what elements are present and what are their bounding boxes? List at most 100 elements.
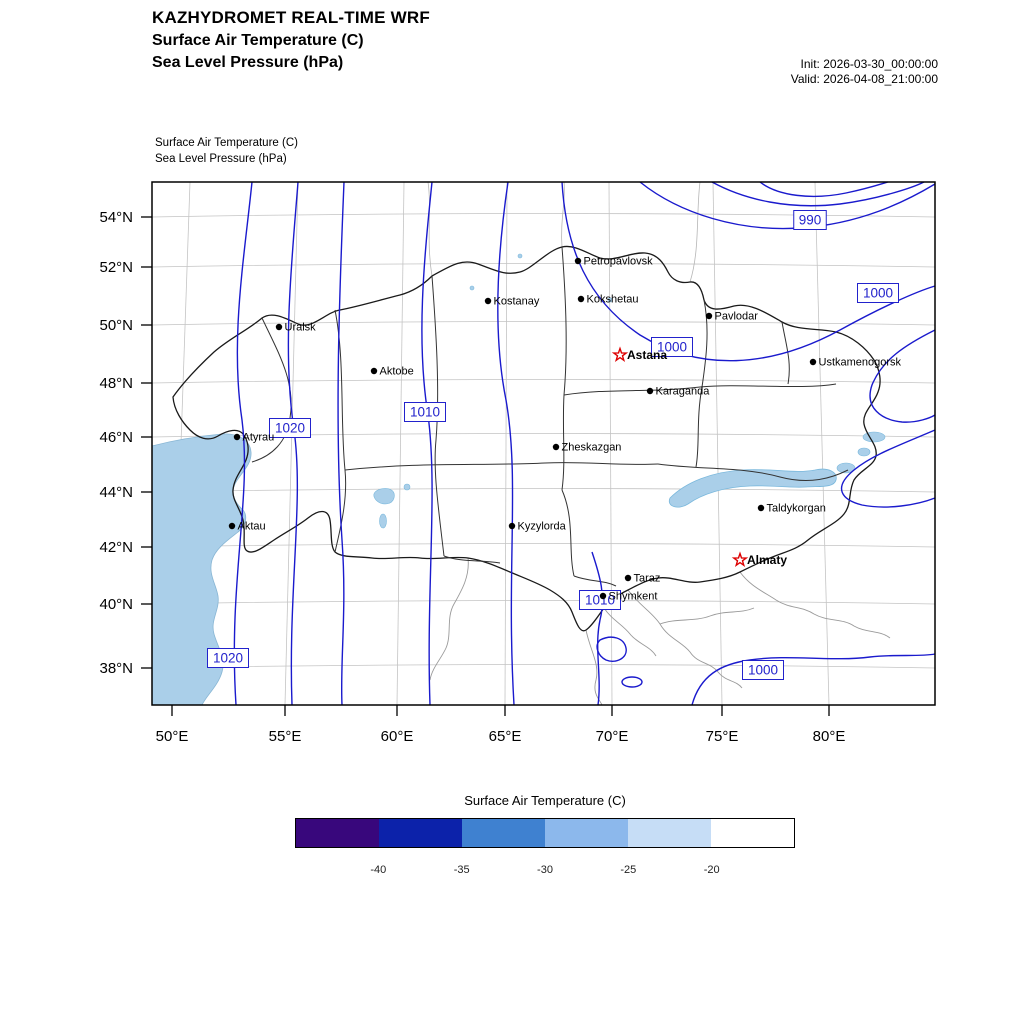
- isobar-label-box: [207, 648, 249, 668]
- lat-tick-label: 52°N: [99, 259, 133, 276]
- city-dot-icon: [809, 358, 817, 366]
- city-dot-icon: [233, 433, 241, 441]
- legend-tick-label: -25: [620, 864, 637, 876]
- city-dot-icon: [599, 592, 607, 600]
- isobar-label-box: [269, 418, 311, 438]
- city-label: Astana: [627, 348, 667, 362]
- map-caption: Surface Air Temperature (C) Sea Level Pr…: [155, 135, 298, 167]
- city-dot-icon: [484, 297, 492, 305]
- lon-tick-label: 80°E: [813, 728, 846, 745]
- lon-tick-label: 55°E: [269, 728, 302, 745]
- run-info: Init: 2026-03-30_00:00:00 Valid: 2026-04…: [791, 57, 938, 87]
- city-label: Pavlodar: [715, 311, 759, 323]
- map-frame: [151, 181, 936, 706]
- init-time: Init: 2026-03-30_00:00:00: [800, 57, 938, 71]
- subtitle-pressure: Sea Level Pressure (hPa): [152, 54, 344, 71]
- city-label: Aktau: [238, 521, 266, 533]
- map-background: [152, 182, 935, 705]
- lat-tick-label: 42°N: [99, 539, 133, 556]
- kazakhstan-border: [172, 245, 881, 632]
- city-dot-icon: [757, 504, 765, 512]
- city-dot-icon: [370, 367, 378, 375]
- city-label: Almaty: [747, 553, 787, 567]
- city-label: Petropavlovsk: [584, 256, 654, 268]
- water-bodies: [151, 253, 886, 706]
- lon-tick-label: 65°E: [489, 728, 522, 745]
- lon-tick-label: 70°E: [596, 728, 629, 745]
- lon-tick-label: 50°E: [156, 728, 189, 745]
- page-title: KAZHYDROMET REAL-TIME WRF: [152, 8, 430, 27]
- colorbar-segment: [296, 819, 379, 847]
- city-label: Karaganda: [656, 386, 711, 398]
- city-dot-icon: [705, 312, 713, 320]
- isobar-label-box: [651, 337, 693, 357]
- isobar-label: 1020: [275, 421, 305, 436]
- lat-tick-label: 46°N: [99, 429, 133, 446]
- lat-tick-label: 38°N: [99, 660, 133, 677]
- city-label: Zheskazgan: [562, 442, 622, 454]
- city-label: Kyzylorda: [518, 521, 567, 533]
- isobar-label-box: [857, 283, 899, 303]
- map-annotations: 54°N 52°N 50°N 48°N 46°N 44°N 42°N 40°N 38°N 50°E…: [99, 209, 901, 745]
- city-label: Taraz: [634, 573, 661, 585]
- city-label: Taldykorgan: [767, 503, 826, 515]
- isobar-label-box: [793, 210, 827, 230]
- city-label: Kokshetau: [587, 294, 639, 306]
- legend-tick-label: -40: [370, 864, 387, 876]
- subtitle-temperature: Surface Air Temperature (C): [152, 32, 364, 49]
- isobar-label: 1010: [410, 405, 440, 420]
- city-dot-icon: [508, 522, 516, 530]
- colorbar-segment: [462, 819, 545, 847]
- city-dot-icon: [228, 522, 236, 530]
- isobar-label-box: [579, 590, 621, 610]
- city-dot-icon: [624, 574, 632, 582]
- isobar-label-box: [742, 660, 784, 680]
- lon-tick-label: 60°E: [381, 728, 414, 745]
- city-dot-icon: [275, 323, 283, 331]
- capital-star-icon: [611, 346, 629, 363]
- legend-tick-label: -35: [453, 864, 470, 876]
- lat-tick-label: 54°N: [99, 209, 133, 226]
- legend-tick-label: -30: [537, 864, 553, 876]
- city-dot-icon: [646, 387, 654, 395]
- isobar-label: 990: [799, 213, 822, 228]
- foreign-borders: [427, 181, 891, 706]
- header: KAZHYDROMET REAL-TIME WRF Surface Air Te…: [152, 8, 430, 72]
- lake-balkhash: [668, 468, 837, 508]
- temperature-colorbar: [295, 818, 795, 848]
- graticule: [151, 181, 936, 706]
- legend-title: Surface Air Temperature (C): [464, 793, 626, 808]
- lat-tick-label: 44°N: [99, 484, 133, 501]
- isobar-label: 1000: [657, 340, 687, 355]
- city-label: Uralsk: [285, 322, 317, 334]
- city-label: Atyrau: [243, 432, 275, 444]
- map-caption-line2: Sea Level Pressure (hPa): [155, 153, 287, 165]
- isobar-label: 1000: [863, 286, 893, 301]
- capital-star-icon: [731, 551, 749, 568]
- city-dot-icon: [552, 443, 560, 451]
- colorbar-segment: [545, 819, 628, 847]
- colorbar-segment: [711, 819, 794, 847]
- valid-time: Valid: 2026-04-08_21:00:00: [790, 72, 938, 86]
- isobar-label: 1020: [213, 651, 243, 666]
- lat-tick-label: 48°N: [99, 375, 133, 392]
- lat-tick-label: 50°N: [99, 317, 133, 334]
- isobar-label-box: [404, 402, 446, 422]
- legend-tick-label: -20: [703, 864, 720, 876]
- city-label: Kostanay: [494, 296, 540, 308]
- colorbar-segment: [379, 819, 462, 847]
- legend-ticks: -40 -35 -30 -25 -20: [0, 864, 1024, 880]
- city-dot-icon: [574, 257, 582, 265]
- lon-tick-label: 75°E: [706, 728, 739, 745]
- city-label: Ustkamenogorsk: [819, 357, 902, 369]
- isobars: [233, 181, 936, 706]
- city-dot-icon: [577, 295, 585, 303]
- colorbar-segment: [628, 819, 711, 847]
- isobar-label: 1010: [585, 593, 615, 608]
- city-label: Aktobe: [380, 366, 414, 378]
- lat-tick-label: 40°N: [99, 596, 133, 613]
- isobar-label: 1000: [748, 663, 778, 678]
- city-label: Shymkent: [609, 591, 658, 603]
